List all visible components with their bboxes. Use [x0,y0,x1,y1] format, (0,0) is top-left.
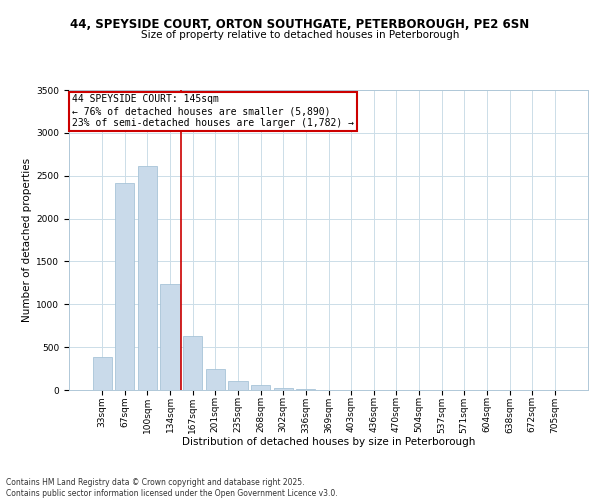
Text: 44, SPEYSIDE COURT, ORTON SOUTHGATE, PETERBOROUGH, PE2 6SN: 44, SPEYSIDE COURT, ORTON SOUTHGATE, PET… [70,18,530,30]
Text: 44 SPEYSIDE COURT: 145sqm
← 76% of detached houses are smaller (5,890)
23% of se: 44 SPEYSIDE COURT: 145sqm ← 76% of detac… [71,94,353,128]
Text: Contains HM Land Registry data © Crown copyright and database right 2025.
Contai: Contains HM Land Registry data © Crown c… [6,478,338,498]
Bar [229,380,248,390]
Bar [274,388,293,390]
Bar [92,356,112,390]
Bar [296,389,316,390]
X-axis label: Distribution of detached houses by size in Peterborough: Distribution of detached houses by size … [182,437,475,447]
Y-axis label: Number of detached properties: Number of detached properties [22,158,32,322]
Text: Size of property relative to detached houses in Peterborough: Size of property relative to detached ho… [141,30,459,40]
Bar [251,386,270,390]
Bar [115,182,134,390]
Bar [183,336,202,390]
Bar [160,284,180,390]
Bar [138,166,157,390]
Bar [206,370,225,390]
